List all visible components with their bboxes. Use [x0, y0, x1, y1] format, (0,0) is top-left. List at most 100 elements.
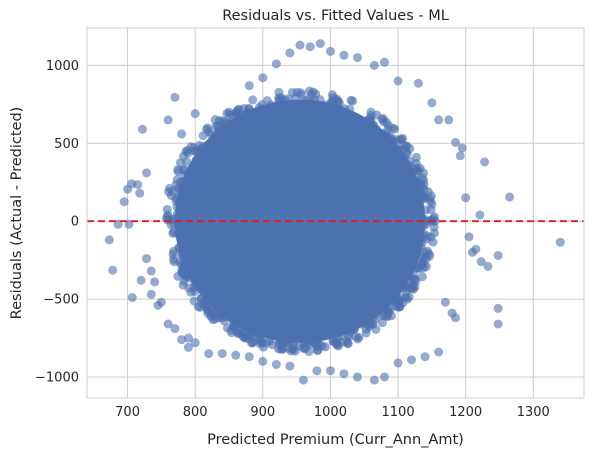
edge-point — [226, 117, 236, 127]
edge-point — [339, 323, 349, 333]
data-point — [244, 352, 254, 362]
data-point — [258, 73, 268, 83]
edge-point — [391, 291, 401, 301]
data-point — [420, 352, 430, 362]
edge-point — [205, 140, 215, 150]
data-point — [285, 48, 295, 58]
edge-point — [411, 231, 421, 241]
edge-point — [171, 180, 181, 190]
edge-point — [202, 283, 212, 293]
data-point — [455, 151, 465, 161]
data-point — [447, 308, 457, 318]
edge-point — [198, 276, 208, 286]
edge-point — [176, 197, 186, 207]
edge-point — [163, 212, 173, 222]
edge-point — [254, 102, 264, 112]
y-axis-label: Residuals (Actual - Predicted) — [9, 107, 25, 320]
data-point — [170, 324, 180, 334]
edge-point — [186, 271, 196, 281]
data-point — [163, 319, 173, 329]
data-point — [142, 254, 152, 264]
edge-point — [195, 302, 205, 312]
data-point — [480, 157, 490, 167]
data-point — [224, 107, 234, 117]
edge-point — [206, 129, 216, 139]
edge-point — [202, 299, 212, 309]
edge-point — [214, 136, 224, 146]
edge-point — [377, 318, 387, 328]
edge-point — [409, 270, 419, 280]
edge-point — [421, 216, 431, 226]
data-point — [440, 297, 450, 307]
edge-point — [397, 164, 407, 174]
edge-point — [380, 306, 390, 316]
edge-point — [404, 292, 414, 302]
edge-point — [421, 205, 431, 215]
edge-point — [198, 142, 208, 152]
data-point — [190, 338, 200, 348]
edge-point — [387, 136, 397, 146]
data-point — [555, 237, 565, 247]
edge-point — [353, 334, 363, 344]
data-point — [295, 40, 305, 50]
data-point — [325, 46, 335, 56]
data-point — [133, 180, 143, 190]
edge-point — [412, 163, 422, 173]
data-point — [190, 109, 200, 119]
edge-point — [378, 114, 388, 124]
data-point — [183, 342, 193, 352]
data-point — [136, 275, 146, 285]
data-point — [352, 53, 362, 63]
edge-point — [381, 291, 391, 301]
edge-point — [411, 175, 421, 185]
data-point — [471, 244, 481, 254]
edge-point — [175, 227, 185, 237]
edge-point — [263, 328, 273, 338]
edge-point — [414, 203, 424, 213]
data-point — [231, 350, 241, 360]
edge-point — [239, 109, 249, 119]
data-point — [146, 266, 156, 276]
edge-point — [219, 301, 229, 311]
data-point — [258, 356, 268, 366]
edge-point — [178, 186, 188, 196]
data-point — [339, 50, 349, 60]
data-point — [104, 235, 114, 245]
edge-point — [353, 115, 363, 125]
data-point — [483, 261, 493, 271]
x-tick-label: 800 — [183, 405, 208, 420]
edge-point — [346, 111, 356, 121]
edge-point — [183, 170, 193, 180]
data-point — [177, 129, 187, 139]
edge-point — [348, 96, 358, 106]
data-point — [127, 293, 137, 303]
edge-point — [328, 329, 338, 339]
data-point — [325, 366, 335, 376]
edge-point — [307, 100, 317, 110]
y-tick-label: −1000 — [35, 370, 79, 385]
edge-point — [365, 113, 375, 123]
data-point — [393, 76, 403, 86]
data-point — [156, 297, 166, 307]
edge-point — [255, 111, 265, 121]
edge-point — [238, 321, 248, 331]
edge-point — [198, 149, 208, 159]
edge-point — [340, 104, 350, 114]
edge-point — [349, 324, 359, 334]
y-tick-label: 500 — [54, 137, 79, 152]
data-point — [177, 335, 187, 345]
data-point — [427, 98, 437, 108]
data-point — [150, 277, 160, 287]
data-point — [451, 138, 461, 148]
edge-point — [198, 131, 208, 141]
edge-point — [386, 311, 396, 321]
edge-point — [164, 183, 174, 193]
edge-point — [186, 287, 196, 297]
data-point — [298, 375, 308, 385]
edge-point — [276, 327, 286, 337]
x-axis-ticks: 700 800 900 1000 1100 1200 1300 — [115, 405, 550, 420]
data-point — [108, 265, 118, 275]
data-point — [271, 360, 281, 370]
data-point — [352, 372, 362, 382]
